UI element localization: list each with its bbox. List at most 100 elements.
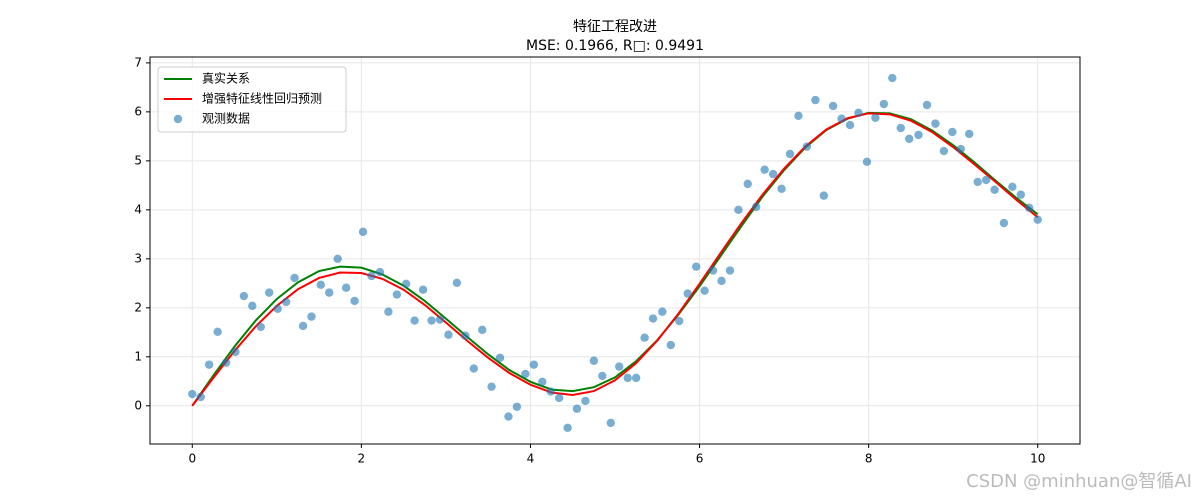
plot-frame: [149, 56, 1081, 445]
point: [837, 114, 846, 123]
point: [914, 130, 923, 140]
point: [631, 373, 641, 383]
y-tick-label: 3: [134, 251, 142, 265]
point: [981, 175, 991, 185]
point: [999, 218, 1009, 228]
point: [410, 316, 419, 325]
chart-title: 特征工程改进: [573, 19, 657, 35]
point: [529, 360, 539, 369]
point: [487, 382, 496, 391]
point: [717, 276, 726, 286]
point: [427, 316, 436, 325]
point: [401, 279, 411, 289]
point: [358, 227, 368, 237]
y-tick-label: 6: [134, 104, 142, 118]
point: [341, 283, 351, 292]
point: [939, 146, 949, 156]
point: [640, 333, 649, 342]
point: [598, 371, 607, 381]
point: [606, 418, 615, 428]
y-tick-label: 7: [134, 55, 142, 69]
point: [1033, 215, 1042, 224]
point: [819, 191, 829, 200]
point: [896, 123, 905, 133]
point: [648, 314, 658, 323]
point: [700, 286, 709, 295]
point: [802, 142, 812, 151]
watermark: CSDN @minhuan@智循AI: [966, 471, 1192, 492]
point: [973, 177, 982, 187]
point: [444, 330, 453, 339]
y-tick-label: 5: [134, 153, 142, 167]
point: [956, 144, 965, 154]
point: [879, 99, 889, 109]
y-tick-label: 0: [134, 398, 142, 412]
x-tick-label: 10: [1030, 452, 1045, 466]
point: [871, 113, 880, 122]
point: [683, 289, 692, 298]
legend-label: 真实关系: [202, 71, 250, 86]
point: [922, 100, 932, 110]
line: [191, 111, 1039, 407]
point: [845, 120, 855, 130]
point: [725, 266, 735, 275]
legend-label: 增强特征线性回归预测: [202, 91, 322, 106]
point: [495, 353, 505, 362]
point: [256, 322, 265, 332]
point: [273, 304, 282, 313]
point: [990, 185, 999, 194]
point: [555, 393, 564, 403]
x-tick-label: 0: [188, 452, 196, 466]
point: [204, 360, 214, 369]
point: [452, 278, 462, 288]
x-tick-label: 8: [865, 452, 873, 466]
point: [375, 267, 385, 277]
point: [785, 149, 795, 159]
legend-label: 观测数据: [202, 111, 250, 126]
point: [563, 423, 572, 433]
point: [734, 205, 743, 215]
point: [794, 111, 803, 120]
x-tick-label: 6: [696, 452, 704, 466]
point: [461, 331, 470, 340]
point: [931, 119, 940, 128]
point: [521, 369, 530, 379]
point: [316, 280, 325, 289]
point: [231, 347, 240, 357]
point: [384, 307, 393, 316]
point: [298, 321, 308, 331]
point: [615, 362, 624, 371]
point: [333, 254, 342, 264]
point: [777, 184, 786, 193]
y-tick-label: 1: [134, 349, 142, 363]
point: [239, 291, 249, 301]
point: [854, 108, 863, 118]
point: [188, 389, 197, 399]
point: [666, 340, 675, 350]
point: [1025, 203, 1034, 213]
point: [811, 95, 820, 105]
point: [905, 134, 914, 144]
point: [538, 377, 547, 386]
chart-subtitle: MSE: 0.1966, R□: 0.9491: [526, 38, 704, 54]
point: [572, 404, 582, 413]
point: [658, 307, 667, 316]
point: [469, 364, 479, 373]
point: [708, 266, 718, 275]
x-tick-label: 2: [358, 452, 366, 466]
y-tick-label: 4: [134, 202, 142, 216]
line: [191, 112, 1039, 407]
point: [290, 273, 299, 283]
point: [418, 285, 428, 294]
point: [751, 202, 761, 212]
point: [435, 315, 445, 324]
point: [768, 169, 778, 179]
legend-swatch: [173, 114, 183, 124]
legend-box: [157, 66, 347, 133]
point: [307, 312, 316, 321]
point: [623, 373, 632, 383]
point: [546, 387, 555, 396]
point: [691, 262, 701, 271]
point: [221, 358, 231, 367]
x-tick-label: 4: [527, 452, 535, 466]
